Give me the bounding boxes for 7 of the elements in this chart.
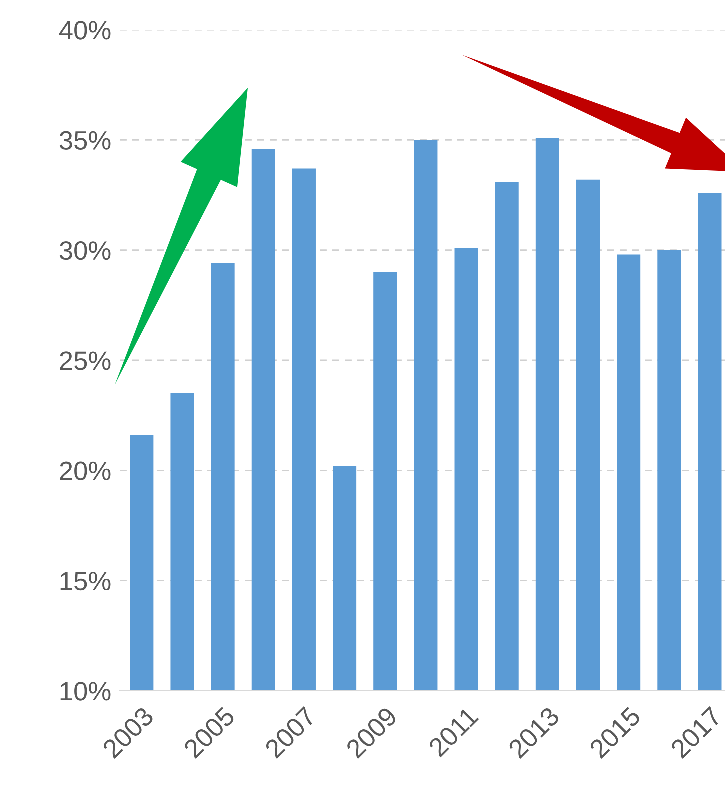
y-tick-label: 15% xyxy=(60,572,111,591)
y-tick-label: 25% xyxy=(60,352,111,370)
y-tick-label: 30% xyxy=(60,241,111,260)
y-tick-label: 35% xyxy=(60,131,111,150)
y-tick-label: 10% xyxy=(60,682,111,701)
y-tick-label: 20% xyxy=(60,462,111,480)
y-tick-label: 40% xyxy=(59,21,111,40)
